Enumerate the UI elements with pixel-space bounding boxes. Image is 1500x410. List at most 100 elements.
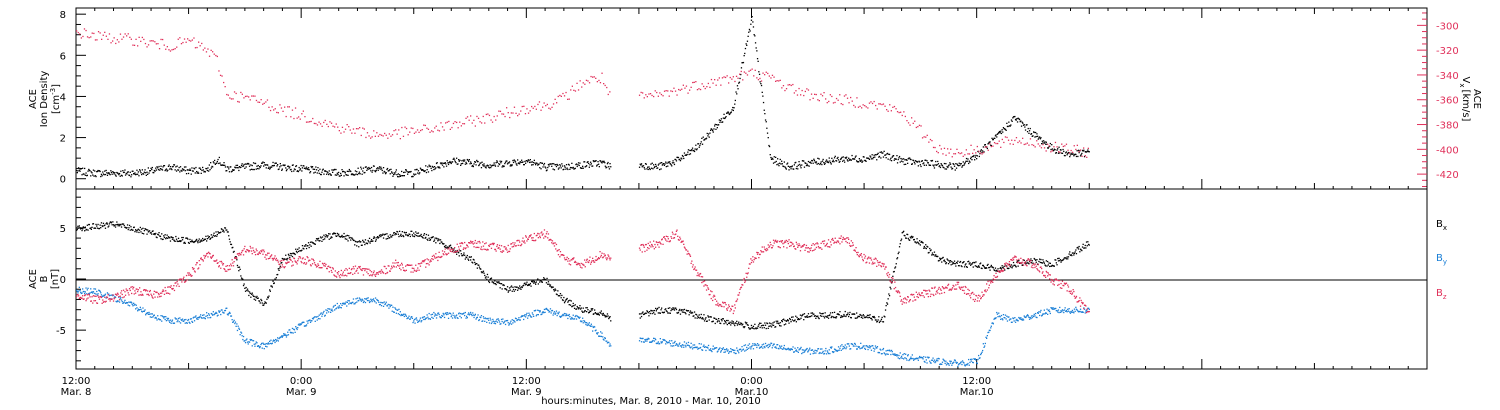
bx-point	[458, 255, 460, 257]
density-point	[156, 166, 158, 168]
density-point	[957, 164, 959, 166]
density-point	[1010, 119, 1013, 121]
density-point	[439, 167, 441, 169]
vx-point	[426, 127, 428, 129]
bx-point	[1061, 260, 1063, 262]
bx-point	[227, 231, 229, 233]
by-point	[754, 343, 756, 345]
density-point	[416, 168, 418, 171]
vx-point	[975, 152, 977, 154]
bx-point	[427, 234, 430, 236]
bx-point	[587, 309, 589, 311]
vx-point	[1033, 144, 1035, 147]
bx-point	[807, 313, 810, 315]
by-point	[220, 313, 222, 316]
bx-point	[447, 246, 450, 249]
bx-point	[919, 240, 921, 242]
bx-point	[884, 309, 887, 311]
density-point	[1063, 150, 1065, 153]
bx-point	[460, 250, 462, 252]
bx-point	[305, 247, 308, 250]
bx-point	[947, 259, 949, 261]
bx-point	[744, 326, 746, 328]
density-point	[1061, 152, 1064, 154]
density-point	[241, 163, 243, 165]
by-point	[748, 343, 751, 345]
density-point	[396, 174, 398, 176]
by-point	[169, 321, 171, 323]
density-point	[1008, 121, 1010, 123]
by-point	[661, 341, 663, 343]
by-point	[588, 322, 590, 324]
by-point	[212, 314, 214, 316]
bx-point	[690, 312, 692, 314]
density-point	[659, 162, 661, 164]
density-point	[739, 77, 741, 80]
bx-point	[928, 251, 930, 254]
by-point	[83, 290, 85, 293]
by-point	[712, 348, 714, 350]
density-point	[330, 174, 332, 176]
by-point	[581, 320, 583, 322]
vx-point	[263, 102, 265, 104]
vx-point	[457, 127, 459, 129]
density-point	[738, 81, 741, 83]
bx-point	[516, 286, 518, 288]
density-point	[1082, 150, 1084, 152]
by-point	[542, 311, 544, 313]
bx-point	[1002, 266, 1004, 269]
vx-point	[232, 98, 234, 100]
density-point	[238, 166, 241, 168]
by-point	[595, 329, 597, 331]
density-point	[119, 175, 121, 177]
vx-point	[542, 106, 544, 108]
bx-point	[856, 312, 858, 314]
bx-point	[478, 266, 481, 268]
vx-point	[756, 77, 758, 79]
by-point	[746, 346, 748, 349]
bx-point	[334, 232, 336, 235]
by-point	[250, 339, 253, 341]
by-point	[125, 301, 127, 304]
bx-point	[116, 223, 119, 226]
bx-point	[978, 266, 980, 268]
bx-point	[837, 313, 840, 316]
density-point	[606, 166, 608, 168]
by-point	[114, 296, 117, 298]
density-point	[218, 162, 220, 165]
density-point	[490, 165, 493, 167]
by-point	[550, 312, 552, 314]
vx-point	[379, 133, 381, 136]
by-point	[123, 301, 125, 303]
density-point	[829, 162, 832, 164]
bx-point	[376, 237, 378, 239]
by-point	[510, 320, 512, 322]
density-point	[149, 170, 151, 172]
bx-point	[755, 328, 757, 330]
density-point	[854, 156, 856, 158]
bx-point	[164, 234, 166, 236]
by-point	[529, 315, 531, 317]
by-point	[500, 323, 502, 325]
by-point	[768, 343, 770, 346]
density-point	[118, 172, 121, 175]
by-point	[204, 317, 206, 319]
density-point	[131, 170, 133, 172]
by-point	[681, 346, 683, 348]
density-point	[285, 167, 287, 169]
by-point	[117, 300, 119, 302]
bx-point	[609, 316, 611, 318]
density-point	[535, 164, 537, 166]
by-point	[259, 346, 261, 348]
density-point	[1073, 154, 1076, 156]
by-point	[746, 348, 749, 350]
bx-point	[240, 277, 243, 279]
density-point	[232, 169, 234, 171]
by-point	[180, 319, 182, 321]
density-point	[899, 161, 901, 163]
bx-point	[1040, 258, 1042, 261]
density-point	[974, 156, 976, 158]
density-point	[848, 157, 850, 159]
vx-point	[479, 121, 481, 123]
bx-point	[284, 258, 286, 260]
